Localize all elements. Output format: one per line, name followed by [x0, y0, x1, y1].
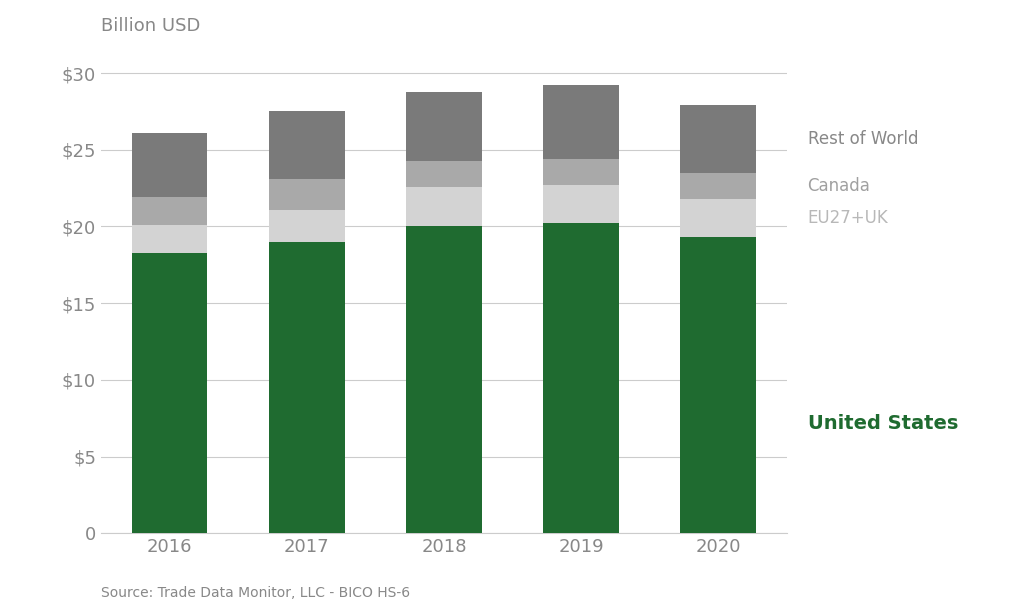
Bar	[269, 112, 344, 179]
Text: Canada: Canada	[807, 177, 871, 195]
Bar	[680, 237, 756, 533]
Text: Billion USD: Billion USD	[101, 17, 201, 35]
Bar	[407, 187, 481, 227]
Bar	[132, 225, 208, 253]
Bar	[544, 224, 619, 533]
Text: Source: Trade Data Monitor, LLC - BICO HS-6: Source: Trade Data Monitor, LLC - BICO H…	[101, 586, 410, 600]
Text: United States: United States	[807, 414, 958, 433]
Bar	[680, 173, 756, 199]
Bar	[544, 85, 619, 159]
Bar	[407, 227, 481, 533]
Bar	[680, 105, 756, 173]
Bar	[544, 185, 619, 224]
Bar	[680, 199, 756, 237]
Text: EU27+UK: EU27+UK	[807, 209, 888, 227]
Text: Rest of World: Rest of World	[807, 130, 918, 148]
Bar	[269, 210, 344, 242]
Bar	[407, 92, 481, 161]
Bar	[132, 133, 208, 198]
Bar	[407, 161, 481, 187]
Bar	[269, 179, 344, 210]
Bar	[132, 253, 208, 533]
Bar	[269, 242, 344, 533]
Bar	[132, 198, 208, 225]
Bar	[544, 159, 619, 185]
